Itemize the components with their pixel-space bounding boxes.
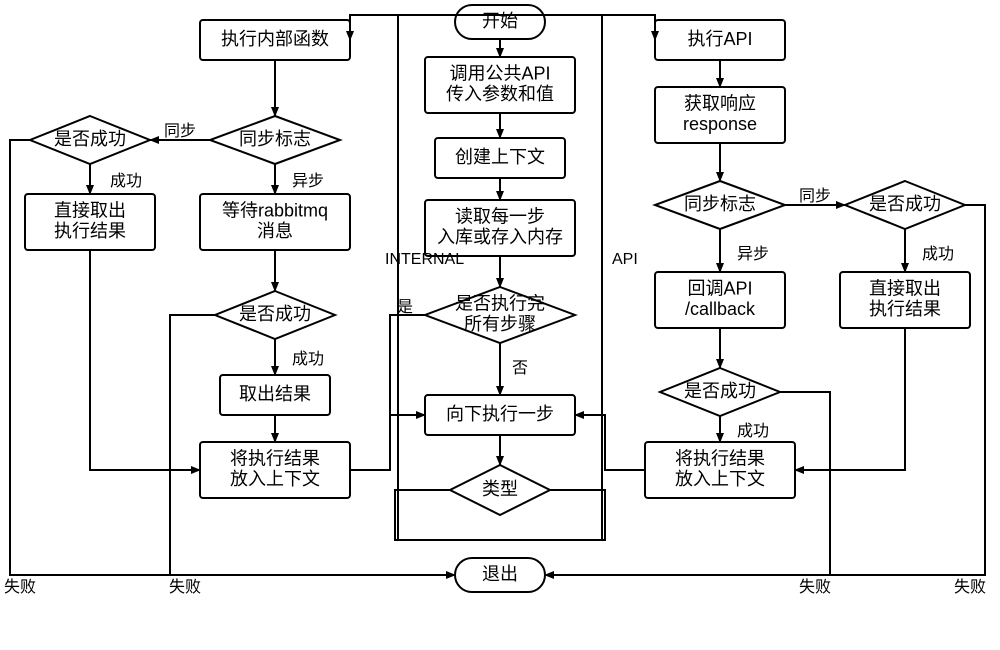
edge-label: INTERNAL xyxy=(385,251,464,268)
node-create_ctx: 创建上下文 xyxy=(435,138,565,178)
node-ctx_put_r: 将执行结果放入上下文 xyxy=(645,442,795,498)
svg-text:是否成功: 是否成功 xyxy=(54,129,126,149)
svg-text:退出: 退出 xyxy=(482,564,518,584)
svg-text:将执行结果放入上下文: 将执行结果放入上下文 xyxy=(675,448,765,489)
edge-label: API xyxy=(612,251,638,268)
flowchart-canvas: 开始调用公共API传入参数和值创建上下文读取每一步入库或存入内存是否执行完所有步… xyxy=(0,0,1000,650)
edge-label: 异步 xyxy=(292,172,324,190)
edge-label: 同步 xyxy=(799,187,831,205)
edge-label: 成功 xyxy=(110,172,142,190)
node-ctx_put_l: 将执行结果放入上下文 xyxy=(200,442,350,498)
node-exec_internal: 执行内部函数 xyxy=(200,20,350,60)
edge-label: 成功 xyxy=(922,245,954,263)
svg-text:开始: 开始 xyxy=(482,11,518,31)
svg-text:回调API/callback: 回调API/callback xyxy=(685,278,756,319)
edge-label: 失败 xyxy=(4,578,36,596)
svg-text:创建上下文: 创建上下文 xyxy=(455,147,545,167)
edge-label: 异步 xyxy=(737,245,769,263)
node-get_resp: 获取响应response xyxy=(655,87,785,143)
node-direct_out_l: 直接取出执行结果 xyxy=(25,194,155,250)
node-get_result_l: 取出结果 xyxy=(220,375,330,415)
node-call_api: 调用公共API传入参数和值 xyxy=(425,57,575,113)
node-wait_mq: 等待rabbitmq消息 xyxy=(200,194,350,250)
edge-label: 失败 xyxy=(169,578,201,596)
svg-text:读取每一步入库或存入内存: 读取每一步入库或存入内存 xyxy=(437,206,563,247)
svg-text:类型: 类型 xyxy=(482,479,518,499)
svg-text:获取响应response: 获取响应response xyxy=(683,93,757,134)
svg-text:是否成功: 是否成功 xyxy=(239,304,311,324)
svg-text:同步标志: 同步标志 xyxy=(684,194,756,214)
svg-text:是否执行完所有步骤: 是否执行完所有步骤 xyxy=(455,293,545,334)
svg-text:调用公共API传入参数和值: 调用公共API传入参数和值 xyxy=(446,63,554,104)
node-exec_api: 执行API xyxy=(655,20,785,60)
svg-text:直接取出执行结果: 直接取出执行结果 xyxy=(869,278,941,319)
edge-label: 失败 xyxy=(799,578,831,596)
edge-label: 是 xyxy=(397,299,413,316)
svg-text:是否成功: 是否成功 xyxy=(684,381,756,401)
svg-text:取出结果: 取出结果 xyxy=(239,384,311,404)
edge-label: 成功 xyxy=(737,422,769,440)
edge-label: 否 xyxy=(512,360,528,377)
node-step_down: 向下执行一步 xyxy=(425,395,575,435)
node-callback: 回调API/callback xyxy=(655,272,785,328)
svg-text:向下执行一步: 向下执行一步 xyxy=(446,404,554,424)
node-direct_out_r: 直接取出执行结果 xyxy=(840,272,970,328)
node-start: 开始 xyxy=(455,5,545,39)
svg-text:是否成功: 是否成功 xyxy=(869,194,941,214)
svg-text:将执行结果放入上下文: 将执行结果放入上下文 xyxy=(230,448,320,489)
edge-label: 失败 xyxy=(954,578,986,596)
edge-label: 同步 xyxy=(164,122,196,140)
node-read_step: 读取每一步入库或存入内存 xyxy=(425,200,575,256)
svg-text:执行内部函数: 执行内部函数 xyxy=(221,29,329,49)
svg-text:执行API: 执行API xyxy=(687,29,752,49)
edge-label: 成功 xyxy=(292,350,324,368)
svg-text:同步标志: 同步标志 xyxy=(239,129,311,149)
svg-text:直接取出执行结果: 直接取出执行结果 xyxy=(54,200,126,241)
node-exit: 退出 xyxy=(455,558,545,592)
